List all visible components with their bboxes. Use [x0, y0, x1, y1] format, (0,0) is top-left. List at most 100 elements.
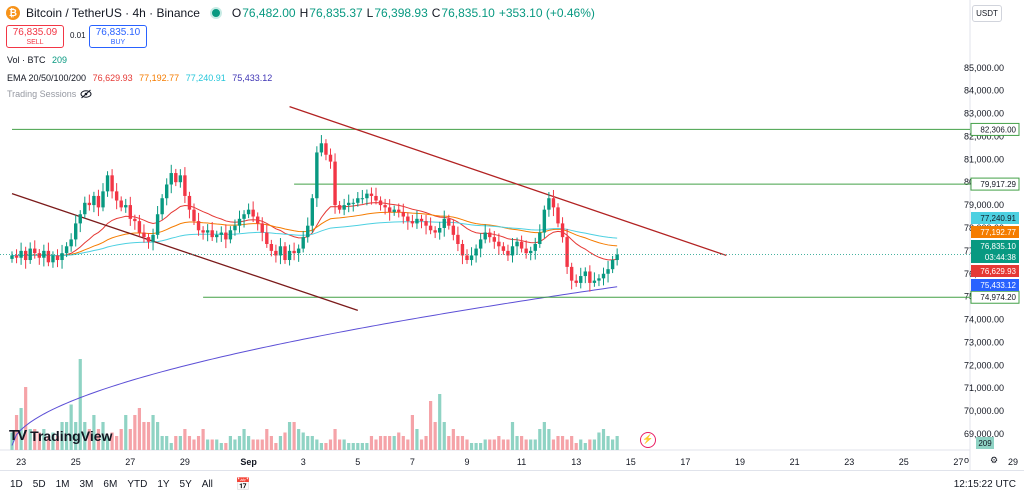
candle-body [119, 200, 123, 208]
price-chart[interactable]: 69,000.00 70,000.00 71,000.00 72,000.00 73,0… [0, 0, 1024, 470]
candle-body [33, 248, 37, 254]
ema100-value: 77,240.91 [185, 73, 226, 83]
settings-gear-icon[interactable]: ⚙ [990, 455, 999, 465]
candle-body [55, 255, 60, 261]
utc-clock[interactable]: 12:15:22 UTC [953, 479, 1016, 490]
range-5d[interactable]: 5D [32, 478, 46, 490]
sell-button[interactable]: 76,835.09 SELL [6, 25, 64, 48]
volume-bar [383, 436, 387, 450]
candle-body [533, 244, 537, 251]
ema50-line [11, 211, 618, 257]
x-tick-label: 17 [680, 457, 690, 467]
volume-bar [524, 439, 528, 450]
trading-sessions-legend[interactable]: Trading Sessions [7, 89, 92, 99]
bottom-toolbar: 1D 5D 1M 3M 6M YTD 1Y 5Y All 📅 12:15:22 … [0, 470, 1024, 497]
lightning-icon[interactable]: ⚡ [640, 432, 656, 448]
volume-bar [287, 422, 292, 450]
volume-bar [174, 436, 178, 450]
range-6m[interactable]: 6M [103, 478, 118, 490]
candle-body [387, 207, 392, 212]
volume-bar [360, 443, 364, 450]
candle-body [260, 223, 264, 233]
volume-bar [183, 429, 187, 450]
trendline-descending-resistance [289, 106, 727, 257]
eye-off-icon[interactable] [80, 89, 92, 99]
candle-body [579, 276, 583, 283]
candle-body [592, 280, 597, 283]
low-label: L [366, 6, 374, 20]
candle-body [610, 260, 615, 270]
range-ytd[interactable]: YTD [127, 478, 148, 490]
candle-body [383, 205, 387, 208]
candle-body [105, 175, 110, 192]
volume-bar [333, 429, 337, 450]
volume-bar [479, 443, 483, 450]
candle-body [142, 232, 146, 238]
level-price-label: 74,974.20 [980, 293, 1016, 302]
volume-bar [83, 422, 87, 450]
volume-bar [474, 443, 478, 450]
candle-body [506, 250, 510, 256]
volume-bar [215, 439, 219, 450]
calendar-icon[interactable]: 📅 [235, 477, 251, 491]
volume-bar [292, 422, 296, 450]
x-tick-label: Sep [240, 457, 257, 467]
candle-body [242, 214, 246, 219]
candle-body [378, 200, 383, 206]
x-tick-label: 23 [16, 457, 26, 467]
candle-body [301, 237, 305, 249]
candle-body [287, 250, 292, 261]
candle-body [342, 205, 346, 210]
volume-bar [601, 429, 606, 450]
volume-bar [187, 436, 192, 450]
volume-bar [260, 439, 264, 450]
candle-body [196, 221, 201, 231]
candle-body [601, 273, 606, 279]
volume-bar [251, 439, 255, 450]
symbol-title[interactable]: Bitcoin / TetherUS · 4h · Binance [26, 6, 200, 20]
candle-body [201, 230, 205, 233]
candle-body [419, 218, 424, 222]
volume-bar [60, 422, 64, 450]
volume-bar [160, 436, 164, 450]
range-1y[interactable]: 1Y [157, 478, 170, 490]
range-5y[interactable]: 5Y [179, 478, 192, 490]
range-1m[interactable]: 1M [55, 478, 70, 490]
ema-legend[interactable]: EMA 20/50/100/200 76,629.93 77,192.77 77… [7, 73, 276, 83]
candle-body [497, 241, 501, 247]
ema-label: EMA 20/50/100/200 [7, 73, 87, 83]
candle-body [519, 241, 524, 249]
price-tag-label: 75,433.12 [980, 281, 1016, 290]
volume-bar [315, 439, 319, 450]
volume-bar [410, 415, 414, 450]
volume-bar [92, 415, 96, 450]
volume-legend[interactable]: Vol · BTC 209 [7, 55, 71, 65]
candle-body [456, 234, 460, 244]
price-tag-label: 77,192.77 [980, 228, 1016, 237]
buy-button[interactable]: 76,835.10 BUY [89, 25, 147, 48]
volume-bar [256, 439, 260, 450]
price-tag [971, 226, 1019, 238]
candle-body [328, 154, 333, 162]
candle-body [283, 246, 287, 261]
currency-selector[interactable]: USDT [972, 5, 1002, 22]
range-3m[interactable]: 3M [79, 478, 94, 490]
range-all[interactable]: All [201, 478, 213, 490]
open-value: 76,482.00 [242, 6, 296, 20]
candle-body [333, 161, 337, 206]
volume-bar [87, 429, 91, 450]
volume-bar [538, 429, 542, 450]
candle-body [565, 237, 569, 267]
x-tick-label: 25 [899, 457, 909, 467]
volume-label: Vol · BTC [7, 55, 46, 65]
volume-bar [415, 429, 419, 450]
volume-bar [565, 439, 569, 450]
y-tick-label: 69,000.00 [964, 429, 1004, 439]
range-1d[interactable]: 1D [10, 478, 23, 490]
volume-bar [442, 422, 446, 450]
candle-series [10, 135, 619, 292]
candle-body [78, 214, 82, 224]
price-tag [971, 212, 1019, 224]
log-scale-toggle[interactable]: o [964, 455, 970, 465]
tradingview-logo: TV TradingView [9, 427, 112, 444]
